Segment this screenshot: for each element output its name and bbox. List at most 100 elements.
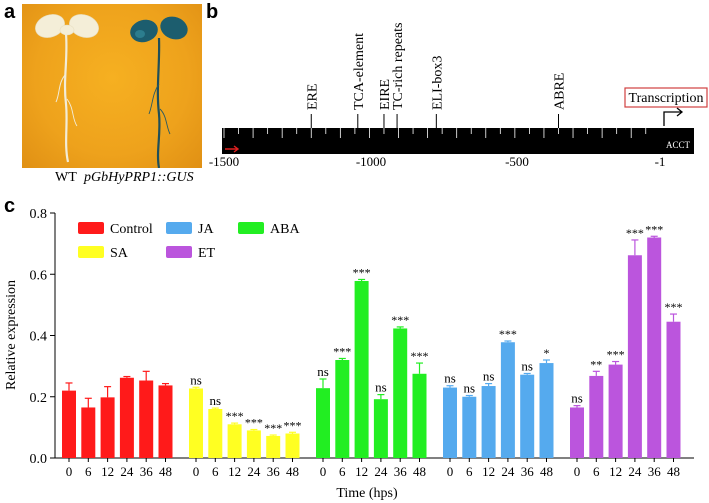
legend-swatch xyxy=(166,246,192,258)
y-tick-label: 0.8 xyxy=(30,207,48,222)
significance-label: *** xyxy=(499,327,517,341)
x-tick-label: 48 xyxy=(667,464,680,479)
element-label: EIRE xyxy=(378,79,393,110)
significance-label: *** xyxy=(264,421,282,435)
x-tick-label: 24 xyxy=(374,464,388,479)
x-tick-label: 6 xyxy=(339,464,346,479)
bar xyxy=(335,360,350,458)
bar xyxy=(666,321,681,458)
bar xyxy=(500,342,515,458)
seedling-photo xyxy=(22,4,202,168)
significance-label: ns xyxy=(464,381,476,396)
significance-label: *** xyxy=(645,222,663,236)
legend-swatch xyxy=(238,222,264,234)
x-tick-label: 24 xyxy=(628,464,642,479)
x-tick-label: 36 xyxy=(394,464,408,479)
significance-label: *** xyxy=(226,409,244,423)
significance-label: ns xyxy=(190,372,202,387)
significance-label: ** xyxy=(590,357,602,371)
bar xyxy=(62,390,76,458)
legend-label: Control xyxy=(110,222,153,237)
x-tick-label: 48 xyxy=(540,464,553,479)
acct-box xyxy=(664,138,692,152)
x-tick-label: 36 xyxy=(521,464,535,479)
x-tick-label: 12 xyxy=(609,464,622,479)
panel-b-letter: b xyxy=(206,1,219,23)
bar xyxy=(139,380,154,458)
x-tick-label: 0 xyxy=(447,464,454,479)
start-arrow-icon xyxy=(225,145,240,153)
significance-label: ns xyxy=(375,380,387,395)
bar xyxy=(100,397,115,458)
transcription-box xyxy=(624,87,708,108)
element-label: ELI-box3 xyxy=(430,56,445,110)
bar xyxy=(285,433,300,458)
x-tick-label: 0 xyxy=(320,464,327,479)
x-tick-label: 0 xyxy=(193,464,200,479)
caption-transgenic: pGbHyPRP1::GUS xyxy=(84,170,194,185)
significance-label: *** xyxy=(626,226,644,240)
promoter-bar xyxy=(222,128,694,154)
x-tick-label: 12 xyxy=(355,464,368,479)
transcription-arrow-icon xyxy=(663,107,684,126)
acct-label: ACCT xyxy=(666,140,691,150)
bar xyxy=(266,435,281,458)
x-axis-label: Time (hps) xyxy=(336,486,398,501)
significance-label: ns xyxy=(210,393,222,408)
legend-label: ET xyxy=(198,246,216,261)
bar xyxy=(570,407,584,458)
legend-swatch xyxy=(166,222,192,234)
significance-label: * xyxy=(544,346,550,360)
axis-tick--1: -1 xyxy=(655,154,666,169)
significance-label: *** xyxy=(284,418,302,432)
legend-label: ABA xyxy=(270,222,300,237)
bar xyxy=(520,374,535,458)
legend-swatch xyxy=(78,246,104,258)
bar xyxy=(227,424,242,458)
x-tick-label: 24 xyxy=(501,464,515,479)
bar xyxy=(412,373,427,458)
y-axis: 0.0 0.2 0.4 0.6 0.8 xyxy=(30,207,56,467)
x-tick-label: 6 xyxy=(593,464,600,479)
bar xyxy=(81,407,96,458)
x-tick-label: 36 xyxy=(140,464,154,479)
legend: Control JA ABA SA ET xyxy=(78,222,300,261)
x-tick-label: 24 xyxy=(247,464,261,479)
bar xyxy=(627,255,642,458)
x-tick-label: 48 xyxy=(159,464,172,479)
x-axis: 0 6 12 24 36 48 0 6 12 24 36 48 0 6 12 24 36 48 0 6 12 24 36 48… xyxy=(55,457,694,479)
wt-seedling xyxy=(35,14,99,163)
transcription-label: Transcription xyxy=(629,91,704,106)
gus-seedling xyxy=(130,16,188,168)
bar xyxy=(393,328,408,458)
bar xyxy=(481,386,496,458)
y-tick-label: 0.6 xyxy=(30,268,48,283)
bar xyxy=(443,387,457,458)
element-label: TCA-element xyxy=(352,33,367,110)
seedling-illustration xyxy=(35,14,188,168)
caption-wt: WT xyxy=(55,170,77,185)
y-tick-label: 0.0 xyxy=(30,452,48,467)
x-tick-label: 6 xyxy=(85,464,92,479)
x-tick-label: 48 xyxy=(286,464,299,479)
significance-label: *** xyxy=(411,349,429,363)
x-tick-label: 0 xyxy=(66,464,73,479)
promoter-ruler-ticks xyxy=(223,128,647,138)
bar xyxy=(246,430,261,458)
significance-label: *** xyxy=(353,265,371,279)
legend-swatch xyxy=(78,222,104,234)
bar xyxy=(208,409,223,458)
axis-tick--500: -500 xyxy=(505,154,529,169)
significance-label: ns xyxy=(317,364,329,379)
legend-label: JA xyxy=(198,222,214,237)
significance-label: ns xyxy=(521,358,533,373)
x-tick-label: 48 xyxy=(413,464,426,479)
bar xyxy=(608,364,623,458)
element-label: ABRE xyxy=(552,73,567,110)
x-tick-label: 6 xyxy=(212,464,219,479)
x-tick-label: 6 xyxy=(466,464,473,479)
axis-tick--1500: -1500 xyxy=(209,154,239,169)
